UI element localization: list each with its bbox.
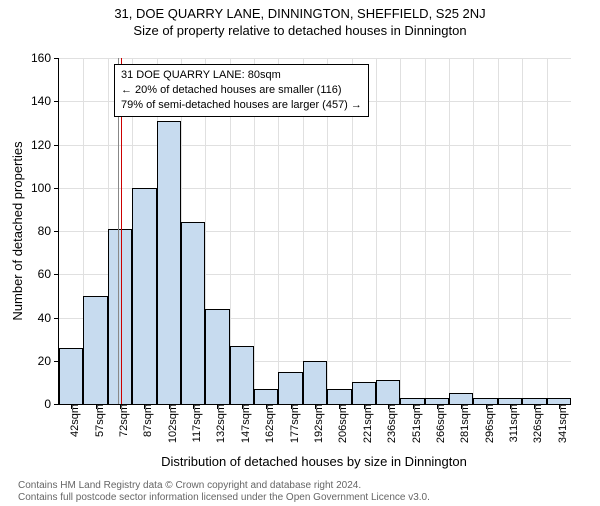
histogram-bar <box>327 389 351 404</box>
x-tick-label: 132sqm <box>207 404 227 443</box>
y-tick-mark <box>54 318 59 319</box>
x-tick-mark <box>388 404 389 409</box>
x-tick-mark <box>71 404 72 409</box>
y-tick-mark <box>54 188 59 189</box>
y-tick-mark <box>54 274 59 275</box>
histogram-bar <box>181 222 205 404</box>
x-tick-label: 251sqm <box>403 404 423 443</box>
histogram-bar <box>132 188 156 404</box>
x-tick-mark <box>461 404 462 409</box>
gridline-h <box>59 145 571 146</box>
x-tick-mark <box>413 404 414 409</box>
annotation-line: 79% of semi-detached houses are larger (… <box>121 98 362 113</box>
x-tick-label: 206sqm <box>329 404 349 443</box>
x-tick-label: 266sqm <box>427 404 447 443</box>
x-tick-label: 326sqm <box>524 404 544 443</box>
x-tick-mark <box>291 404 292 409</box>
x-tick-mark <box>217 404 218 409</box>
x-tick-label: 281sqm <box>451 404 471 443</box>
histogram-bar <box>254 389 278 404</box>
x-tick-label: 102sqm <box>159 404 179 443</box>
x-tick-label: 236sqm <box>378 404 398 443</box>
gridline-v <box>473 58 474 404</box>
histogram-bar <box>352 382 376 404</box>
y-axis-label: Number of detached properties <box>10 58 25 404</box>
y-tick-mark <box>54 404 59 405</box>
x-tick-mark <box>242 404 243 409</box>
x-tick-mark <box>120 404 121 409</box>
y-tick-mark <box>54 58 59 59</box>
histogram-bar <box>83 296 107 404</box>
x-tick-mark <box>510 404 511 409</box>
footer-line-2: Contains full postcode sector informatio… <box>18 492 430 504</box>
x-tick-mark <box>486 404 487 409</box>
x-tick-label: 162sqm <box>256 404 276 443</box>
histogram-bar <box>278 372 302 404</box>
gridline-v <box>547 58 548 404</box>
title-sub: Size of property relative to detached ho… <box>0 23 600 38</box>
histogram-bar <box>303 361 327 404</box>
histogram-bar <box>376 380 400 404</box>
chart-plot-area: 31 DOE QUARRY LANE: 80sqm← 20% of detach… <box>58 58 571 405</box>
annotation-box: 31 DOE QUARRY LANE: 80sqm← 20% of detach… <box>114 64 369 117</box>
y-tick-mark <box>54 101 59 102</box>
x-tick-mark <box>559 404 560 409</box>
gridline-h <box>59 58 571 59</box>
x-tick-mark <box>193 404 194 409</box>
x-tick-label: 177sqm <box>281 404 301 443</box>
x-tick-label: 221sqm <box>354 404 374 443</box>
x-tick-mark <box>266 404 267 409</box>
x-tick-mark <box>534 404 535 409</box>
histogram-bar <box>59 348 83 404</box>
gridline-v <box>376 58 377 404</box>
histogram-bar <box>449 393 473 404</box>
x-tick-mark <box>339 404 340 409</box>
x-tick-label: 192sqm <box>305 404 325 443</box>
histogram-bar <box>108 229 132 404</box>
gridline-v <box>498 58 499 404</box>
x-tick-label: 147sqm <box>232 404 252 443</box>
x-tick-label: 117sqm <box>183 404 203 442</box>
x-tick-label: 296sqm <box>476 404 496 443</box>
x-tick-mark <box>169 404 170 409</box>
y-tick-mark <box>54 231 59 232</box>
footer-line-1: Contains HM Land Registry data © Crown c… <box>18 480 430 492</box>
annotation-line: ← 20% of detached houses are smaller (11… <box>121 83 362 98</box>
histogram-bar <box>230 346 254 404</box>
x-tick-mark <box>144 404 145 409</box>
x-tick-label: 311sqm <box>500 404 520 442</box>
x-tick-mark <box>364 404 365 409</box>
histogram-bar <box>157 121 181 404</box>
x-tick-mark <box>315 404 316 409</box>
footer-attribution: Contains HM Land Registry data © Crown c… <box>18 480 430 504</box>
histogram-bar <box>205 309 229 404</box>
x-tick-mark <box>437 404 438 409</box>
x-tick-label: 341sqm <box>549 404 569 443</box>
gridline-v <box>400 58 401 404</box>
gridline-v <box>425 58 426 404</box>
title-main: 31, DOE QUARRY LANE, DINNINGTON, SHEFFIE… <box>0 6 600 21</box>
y-tick-mark <box>54 145 59 146</box>
x-tick-mark <box>96 404 97 409</box>
x-axis-label: Distribution of detached houses by size … <box>58 454 570 469</box>
annotation-line: 31 DOE QUARRY LANE: 80sqm <box>121 68 362 83</box>
gridline-v <box>449 58 450 404</box>
gridline-v <box>522 58 523 404</box>
